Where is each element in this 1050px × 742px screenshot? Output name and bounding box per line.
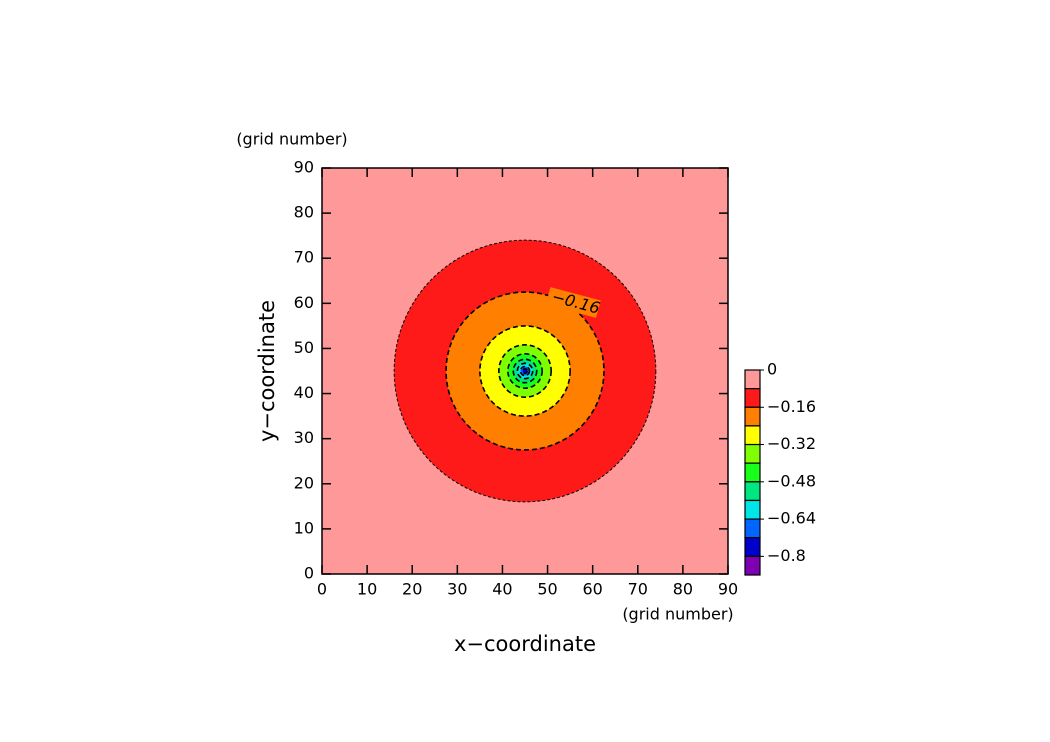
colorbar-box xyxy=(744,369,761,390)
y-unit: (grid number) xyxy=(236,130,347,149)
colorbar-label: −0.48 xyxy=(767,471,816,490)
x-tick-label: 30 xyxy=(447,580,467,599)
colorbar-label: 0 xyxy=(767,360,777,379)
y-tick-label: 0 xyxy=(304,564,314,583)
x-axis-label: x−coordinate xyxy=(454,632,596,656)
colorbar-box xyxy=(744,537,761,557)
y-tick-label: 50 xyxy=(294,338,314,357)
colorbar-box xyxy=(744,388,761,408)
x-unit: (grid number) xyxy=(622,605,733,624)
y-tick-label: 80 xyxy=(294,203,314,222)
colorbar-label: −0.8 xyxy=(767,546,806,565)
x-tick-label: 70 xyxy=(628,580,648,599)
x-tick-label: 50 xyxy=(537,580,557,599)
plot-frame xyxy=(321,167,729,575)
colorbar-box xyxy=(744,555,761,576)
colorbar-box xyxy=(744,425,761,446)
x-tick-label: 10 xyxy=(357,580,377,599)
colorbar-box xyxy=(744,518,761,539)
colorbar-box xyxy=(744,462,761,483)
contour-label-bg xyxy=(545,287,601,318)
y-tick-label: 30 xyxy=(294,428,314,447)
colorbar-box xyxy=(744,406,761,427)
y-tick-label: 70 xyxy=(294,248,314,267)
x-tick-label: 20 xyxy=(402,580,422,599)
colorbar-label: −0.64 xyxy=(767,509,816,528)
y-axis-label: y−coordinate xyxy=(255,300,279,442)
x-tick-label: 60 xyxy=(582,580,602,599)
contour xyxy=(521,367,529,375)
colorbar-box xyxy=(744,499,761,520)
colorbar-box xyxy=(744,443,761,464)
colorbar-box xyxy=(744,481,761,502)
y-tick-label: 40 xyxy=(294,383,314,402)
colorbar-label: −0.16 xyxy=(767,397,816,416)
colorbar-label: −0.32 xyxy=(767,434,816,453)
y-tick-label: 10 xyxy=(294,518,314,537)
y-tick-label: 20 xyxy=(294,473,314,492)
x-tick-label: 0 xyxy=(317,580,327,599)
y-tick-label: 90 xyxy=(294,158,314,177)
x-tick-label: 40 xyxy=(492,580,512,599)
x-tick-label: 80 xyxy=(673,580,693,599)
x-tick-label: 90 xyxy=(718,580,738,599)
y-tick-label: 60 xyxy=(294,293,314,312)
